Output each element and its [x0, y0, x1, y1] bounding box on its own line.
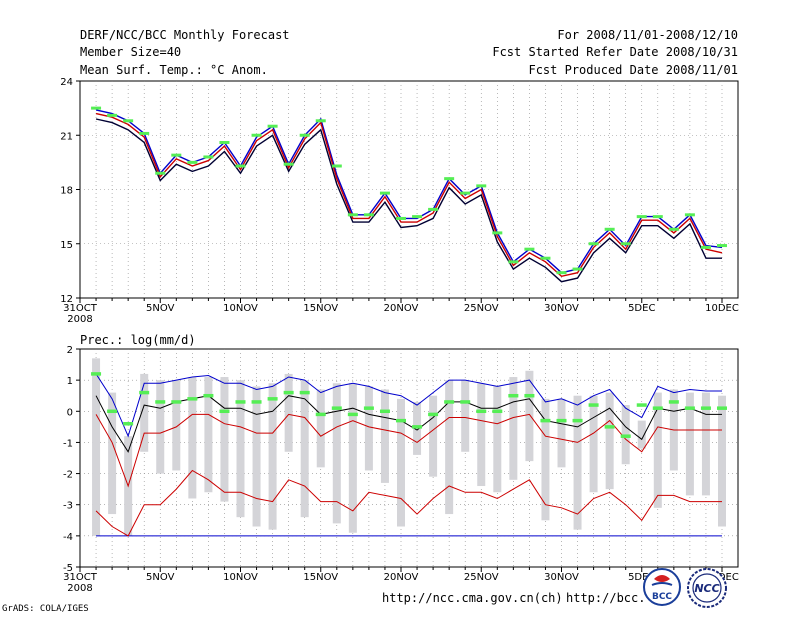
prec-box: [316, 389, 325, 468]
forecast-start-date: Fcst Started Refer Date 2008/10/31: [492, 45, 738, 59]
prec-box: [252, 386, 261, 527]
temp-series-max: [95, 109, 723, 274]
temp-series-min: [95, 118, 722, 283]
ncc-logo: NCC: [687, 568, 727, 608]
member-size-label: Member Size=40: [80, 45, 182, 59]
prec-chart: [76, 348, 739, 572]
ncc-logo-text: NCC: [694, 582, 719, 595]
temp-xtick-label: 30NOV: [544, 303, 579, 314]
temp-xtick-label: 25NOV: [464, 303, 499, 314]
prec-box: [397, 398, 405, 527]
temp-ytick-label: 12: [60, 294, 73, 305]
prec-box: [348, 383, 357, 533]
prec-box: [188, 377, 197, 499]
prec-box: [493, 386, 502, 493]
prec-box: [429, 395, 438, 477]
prec-ytick-label: -5: [63, 563, 73, 574]
prec-box: [653, 392, 662, 508]
temp-ytick-label: 24: [60, 77, 73, 88]
temp-xtick-label: 5NOV: [146, 303, 175, 314]
temp-xtick-label: 20NOV: [384, 303, 419, 314]
prec-xtick-label: 31OCT: [63, 572, 98, 583]
chart-title: DERF/NCC/BCC Monthly Forecast: [80, 28, 290, 42]
temp-chart: [76, 80, 739, 303]
temp-xtick-label: 10NOV: [223, 303, 258, 314]
prec-box: [220, 377, 229, 502]
prec-frame: [79, 348, 739, 568]
prec-box: [364, 386, 373, 471]
temp-ytick-label: 15: [60, 240, 73, 251]
prec-series-lower-quartile: [95, 413, 722, 488]
prec-box: [701, 392, 710, 496]
prec-xtick-label: 30NOV: [544, 572, 579, 583]
forecast-produced-date: Fcst Produced Date 2008/11/01: [528, 63, 738, 77]
prec-box: [92, 358, 101, 536]
temp-series-mean: [95, 112, 723, 278]
prec-box: [140, 373, 149, 452]
bcc-logo: BCC: [643, 568, 681, 606]
prec-box: [268, 383, 277, 530]
prec-box: [589, 395, 598, 493]
forecast-period: For 2008/11/01-2008/12/10: [557, 28, 738, 42]
prec-box: [557, 398, 566, 468]
prec-box: [156, 380, 165, 474]
temp-year-label: 2008: [67, 314, 92, 325]
prec-box: [509, 377, 518, 480]
prec-box: [300, 380, 309, 518]
prec-box: [477, 383, 486, 487]
prec-box: [284, 373, 293, 452]
prec-ytick-label: 2: [67, 345, 73, 356]
prec-box: [445, 380, 454, 515]
prec-box: [461, 380, 470, 452]
prec-box: [718, 395, 726, 527]
variable-label: Mean Surf. Temp.: °C Anom.: [80, 63, 268, 77]
prec-xtick-label: 10NOV: [223, 572, 258, 583]
prec-xtick-label: 5NOV: [146, 572, 175, 583]
prec-panel-title: Prec.: log(mm/d): [80, 333, 196, 347]
prec-box: [236, 380, 245, 518]
prec-box: [380, 389, 389, 483]
prec-ytick-label: 0: [67, 407, 73, 418]
grads-credit: GrADS: COLA/IGES: [2, 604, 89, 614]
prec-ytick-label: -4: [63, 532, 73, 543]
temp-xtick-label: 5DEC: [628, 303, 655, 314]
prec-ytick-label: 1: [67, 376, 73, 387]
bcc-logo-text: BCC: [652, 592, 672, 602]
bcc-url-link[interactable]: http://bcc.: [566, 591, 646, 605]
temp-ytick-label: 18: [60, 186, 73, 197]
prec-xtick-label: 25NOV: [464, 572, 499, 583]
prec-box: [332, 383, 341, 524]
ncc-url-link[interactable]: http://ncc.cma.gov.cn(ch): [382, 591, 563, 605]
prec-ytick-label: -2: [63, 470, 73, 481]
prec-box: [204, 377, 213, 493]
prec-box: [525, 370, 534, 462]
temp-xtick-label: 31OCT: [63, 303, 98, 314]
prec-box: [108, 392, 117, 515]
prec-box: [605, 392, 614, 490]
prec-year-label: 2008: [67, 583, 92, 594]
prec-box: [685, 392, 694, 496]
prec-series-min: [95, 469, 722, 537]
temp-ytick-label: 21: [60, 131, 73, 142]
prec-box: [172, 380, 181, 471]
prec-xtick-label: 15NOV: [303, 572, 338, 583]
prec-ytick-label: -1: [63, 438, 73, 449]
temp-xtick-label: 15NOV: [303, 303, 338, 314]
prec-series-mean: [95, 395, 722, 453]
prec-box: [573, 395, 582, 530]
prec-xtick-label: 5DEC: [628, 572, 655, 583]
prec-series-max: [95, 373, 722, 438]
prec-box: [637, 420, 646, 449]
prec-ytick-label: -3: [63, 501, 73, 512]
prec-box: [541, 398, 550, 521]
temp-xtick-label: 10DEC: [705, 303, 739, 314]
prec-xtick-label: 20NOV: [384, 572, 419, 583]
